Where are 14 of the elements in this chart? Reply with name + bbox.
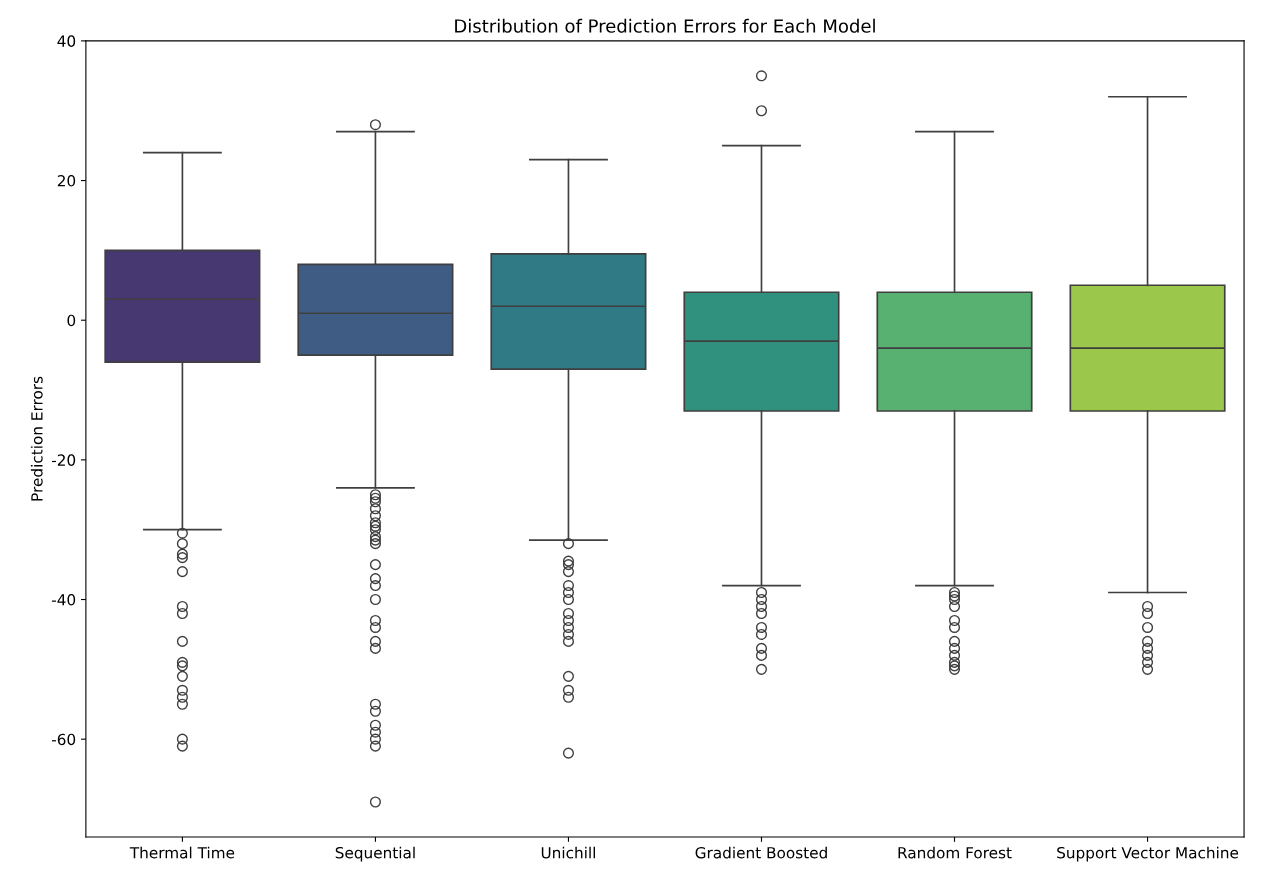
y-tick-label: 40 [57, 35, 76, 47]
y-tick-label: 20 [57, 175, 76, 187]
x-tick-label: Sequential [335, 846, 415, 862]
x-tick-label: Thermal Time [129, 846, 235, 859]
x-tick-label: Unichill [541, 846, 595, 859]
chart-title: Distribution of Prediction Errors for Each Model [455, 18, 875, 33]
x-tick-label: Support Vector Machine [1057, 846, 1239, 862]
x-tick-label: Gradient Boosted [695, 846, 827, 859]
y-tick-label: -20 [51, 454, 76, 466]
y-tick-label: -60 [51, 733, 76, 746]
y-tick-label: -40 [51, 593, 76, 606]
y-tick-label: 0 [67, 314, 76, 327]
y-axis-title: Prediction Errors [30, 376, 43, 501]
x-tick-label: Random Forest [898, 846, 1012, 859]
